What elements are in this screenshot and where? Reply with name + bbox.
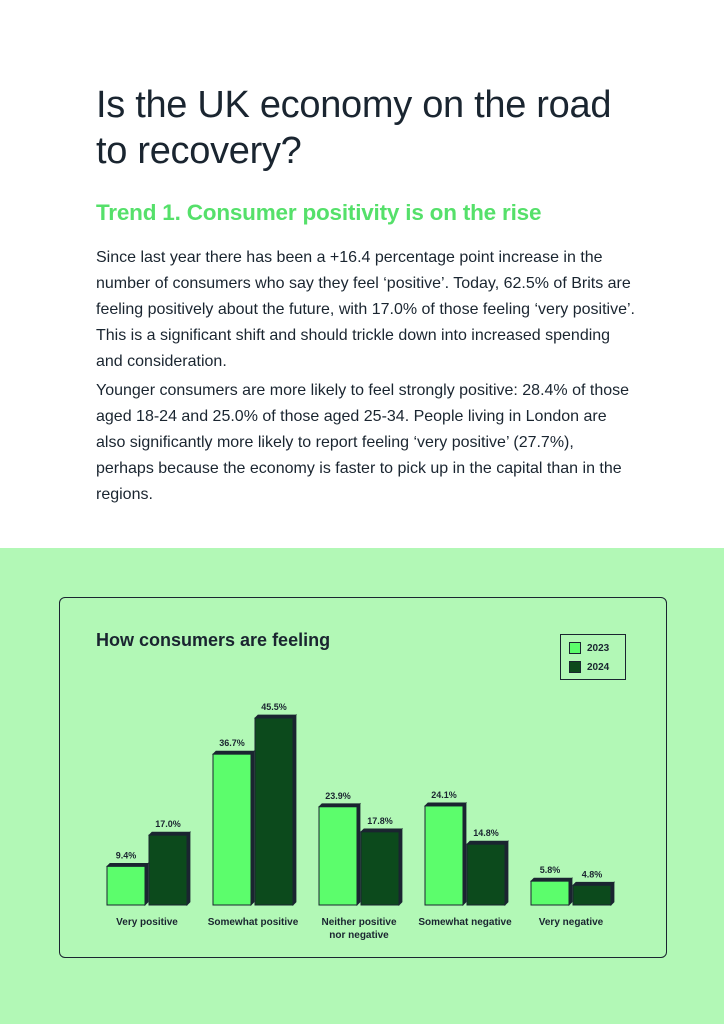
bar-2023-1 <box>212 753 252 906</box>
bar-2024-4 <box>572 884 612 906</box>
bar-2023-4 <box>530 880 570 906</box>
data-label-2023-2: 23.9% <box>325 791 351 801</box>
paragraph-1: Since last year there has been a +16.4 p… <box>96 249 635 370</box>
legend-label-2024: 2024 <box>587 661 610 673</box>
legend-label-2023: 2023 <box>587 642 610 654</box>
bar-2023-2 <box>318 806 358 906</box>
data-label-2024-2: 17.8% <box>367 816 393 826</box>
category-label-2-1: nor negative <box>329 930 389 941</box>
paragraph-2: Younger consumers are more likely to fee… <box>96 382 630 503</box>
bar-2023-3 <box>424 805 464 906</box>
chart-background-band <box>0 548 724 1024</box>
bar-2024-1 <box>254 717 294 906</box>
chart-legend: 2023 2024 <box>560 634 626 680</box>
legend-item-2023: 2023 <box>569 641 609 655</box>
data-label-2024-3: 14.8% <box>473 828 499 838</box>
page-title: Is the UK economy on the road to recover… <box>96 84 612 172</box>
bar-2024-3 <box>466 843 506 906</box>
bar-2024-0 <box>148 834 188 906</box>
chart-title: How consumers are feeling <box>96 630 331 650</box>
bar-2024-2 <box>360 831 400 906</box>
category-label-4-0: Very negative <box>539 917 604 928</box>
category-label-2-0: Neither positive <box>321 917 396 928</box>
data-label-2023-3: 24.1% <box>431 790 457 800</box>
data-label-2024-1: 45.5% <box>261 702 287 712</box>
category-label-1-0: Somewhat positive <box>208 917 299 928</box>
legend-item-2024: 2024 <box>569 660 609 674</box>
chart-card <box>59 597 667 958</box>
trend-heading: Trend 1. Consumer positivity is on the r… <box>96 200 542 225</box>
data-label-2024-0: 17.0% <box>155 819 181 829</box>
legend-swatch-2024 <box>569 661 581 673</box>
data-label-2023-4: 5.8% <box>540 865 561 875</box>
legend-swatch-2023 <box>569 642 581 654</box>
data-label-2024-4: 4.8% <box>582 869 603 879</box>
article-section: Is the UK economy on the road to recover… <box>96 84 635 503</box>
category-label-0-0: Very positive <box>116 917 178 928</box>
data-label-2023-1: 36.7% <box>219 738 245 748</box>
data-label-2023-0: 9.4% <box>116 850 137 860</box>
category-label-3-0: Somewhat negative <box>418 917 512 928</box>
bar-2023-0 <box>106 865 146 906</box>
